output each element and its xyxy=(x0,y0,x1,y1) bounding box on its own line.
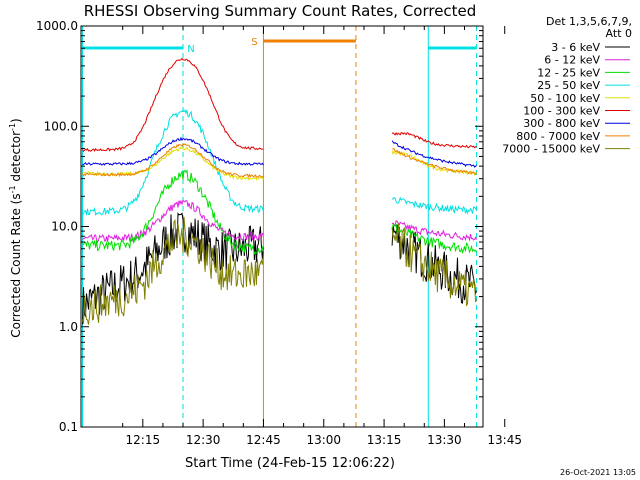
chart-title: RHESSI Observing Summary Count Rates, Co… xyxy=(84,2,477,20)
x-axis-label: Start Time (24-Feb-15 12:06:22) xyxy=(185,456,395,471)
x-tick-label-3: 13:00 xyxy=(306,433,341,447)
legend-header-line-2: Att 0 xyxy=(606,27,632,40)
x-tick-label-2: 12:45 xyxy=(246,433,281,447)
legend-label-1: 6 - 12 keV xyxy=(544,54,600,67)
y-tick-label-2: 10.0 xyxy=(51,220,78,234)
series-line-6-seg-0 xyxy=(82,136,264,166)
series-line-5-seg-1 xyxy=(391,131,477,149)
legend-label-5: 100 - 300 keV xyxy=(523,105,600,118)
legend-label-3: 25 - 50 keV xyxy=(537,79,600,92)
series-line-1-seg-1 xyxy=(391,220,478,242)
series-line-5-seg-0 xyxy=(82,57,264,153)
legend-label-4: 50 - 100 keV xyxy=(530,92,600,105)
x-tick-label-6: 13:45 xyxy=(487,433,522,447)
annotation-label-saa: S xyxy=(251,37,257,48)
x-tick-label-4: 13:15 xyxy=(367,433,402,447)
series-line-2-seg-0 xyxy=(82,169,264,255)
legend-label-6: 300 - 800 keV xyxy=(523,117,600,130)
series-line-8-seg-0 xyxy=(82,216,264,325)
series-line-3-seg-0 xyxy=(82,109,264,216)
y-tick-label-4: 1000.0 xyxy=(36,19,78,33)
y-tick-label-1: 1.0 xyxy=(59,320,78,334)
series-line-3-seg-1 xyxy=(391,196,478,215)
y-axis-label: Corrected Count Rate (s-1 detector-1) xyxy=(8,118,23,337)
legend-label-8: 7000 - 15000 keV xyxy=(502,143,600,156)
series-line-2-seg-1 xyxy=(391,223,478,255)
footer-date: 26-Oct-2021 13:05 xyxy=(560,468,636,477)
x-tick-label-0: 12:15 xyxy=(126,433,161,447)
x-tick-label-5: 13:30 xyxy=(427,433,462,447)
legend-label-7: 800 - 7000 keV xyxy=(516,130,600,143)
axes: 0.1 1.0 10.0 100.0 1000.0 12:15 12:30 12:45 13:0… xyxy=(36,19,522,447)
series-line-7-seg-0 xyxy=(82,143,264,179)
series-line-6-seg-1 xyxy=(391,140,477,168)
annotation-label-night: N xyxy=(187,44,194,55)
series-line-7-seg-1 xyxy=(392,148,477,176)
series-line-0-seg-0 xyxy=(82,212,264,325)
legend-header-line-1: Det 1,3,5,6,7,9, xyxy=(546,15,632,28)
legend-label-2: 12 - 25 keV xyxy=(537,66,600,79)
series-line-8-seg-1 xyxy=(391,223,478,307)
series-line-4-seg-0 xyxy=(82,146,264,181)
series-line-1-seg-0 xyxy=(82,199,264,244)
y-tick-label-0: 0.1 xyxy=(59,420,78,434)
legend-label-0: 3 - 6 keV xyxy=(551,41,600,54)
x-tick-label-1: 12:30 xyxy=(186,433,221,447)
y-tick-label-3: 100.0 xyxy=(44,119,78,133)
plot-area: NS xyxy=(81,26,478,427)
